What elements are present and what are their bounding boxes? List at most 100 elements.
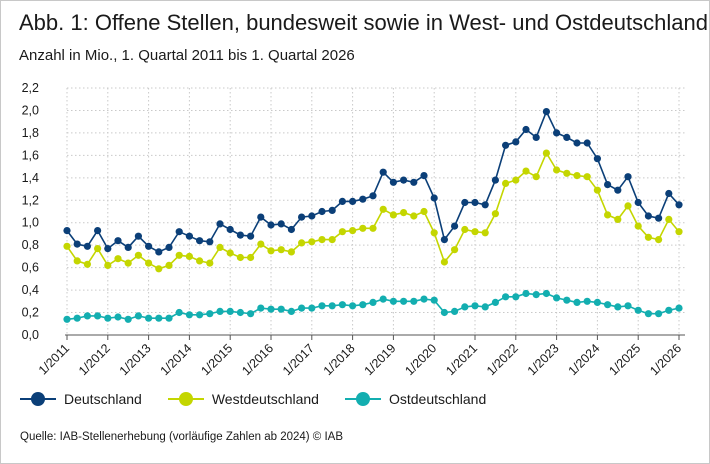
- x-tick-label: 1/2018: [321, 341, 358, 378]
- data-point-westdeutschland: [644, 233, 653, 241]
- data-point-westdeutschland: [318, 236, 326, 244]
- data-point-deutschland: [104, 245, 112, 253]
- data-point-ostdeutschland: [512, 293, 520, 301]
- data-point-ostdeutschland: [359, 301, 367, 309]
- data-point-westdeutschland: [165, 261, 173, 269]
- data-point-westdeutschland: [440, 258, 448, 266]
- data-point-ostdeutschland: [124, 315, 132, 323]
- legend-label-westdeutschland: Westdeutschland: [211, 391, 319, 407]
- x-tick-label: 1/2012: [76, 341, 113, 378]
- data-point-westdeutschland: [155, 265, 163, 273]
- data-point-ostdeutschland: [298, 304, 306, 312]
- data-point-westdeutschland: [430, 229, 438, 237]
- data-point-ostdeutschland: [634, 306, 642, 314]
- data-point-westdeutschland: [257, 240, 265, 248]
- data-point-deutschland: [73, 240, 81, 248]
- data-point-westdeutschland: [655, 236, 663, 244]
- legend-marker-westdeutschland: [167, 392, 204, 406]
- data-point-westdeutschland: [216, 243, 224, 251]
- data-point-ostdeutschland: [614, 303, 622, 311]
- data-point-deutschland: [134, 232, 142, 240]
- data-point-deutschland: [583, 139, 591, 147]
- x-tick-label: 1/2025: [606, 341, 643, 378]
- data-point-ostdeutschland: [563, 296, 571, 304]
- data-point-ostdeutschland: [461, 303, 469, 311]
- data-point-ostdeutschland: [420, 295, 428, 303]
- data-point-ostdeutschland: [644, 310, 653, 318]
- data-point-ostdeutschland: [502, 293, 510, 301]
- data-point-deutschland: [400, 176, 408, 184]
- data-point-deutschland: [420, 172, 428, 180]
- data-point-westdeutschland: [349, 227, 357, 235]
- data-point-ostdeutschland: [318, 302, 326, 310]
- data-point-deutschland: [349, 197, 357, 205]
- data-point-ostdeutschland: [267, 305, 275, 313]
- legend-item-ostdeutschland: Ostdeutschland: [344, 391, 486, 407]
- data-point-westdeutschland: [471, 228, 479, 236]
- data-point-westdeutschland: [94, 245, 102, 253]
- data-point-ostdeutschland: [410, 297, 418, 305]
- data-point-westdeutschland: [134, 251, 142, 259]
- data-point-ostdeutschland: [532, 291, 540, 299]
- data-point-ostdeutschland: [257, 304, 265, 312]
- data-point-deutschland: [512, 138, 520, 146]
- data-point-westdeutschland: [502, 179, 510, 187]
- data-point-westdeutschland: [481, 229, 489, 237]
- data-point-westdeutschland: [206, 259, 214, 267]
- data-point-ostdeutschland: [277, 305, 285, 313]
- data-point-ostdeutschland: [155, 314, 163, 322]
- data-point-deutschland: [532, 133, 540, 141]
- data-point-deutschland: [634, 198, 642, 207]
- data-point-westdeutschland: [236, 253, 244, 262]
- data-point-westdeutschland: [665, 215, 673, 223]
- data-point-westdeutschland: [63, 242, 71, 250]
- data-point-ostdeutschland: [471, 302, 479, 310]
- legend-label-deutschland: Deutschland: [64, 391, 142, 407]
- data-point-ostdeutschland: [389, 297, 397, 305]
- data-point-ostdeutschland: [236, 308, 244, 317]
- data-point-ostdeutschland: [134, 312, 142, 320]
- data-point-ostdeutschland: [175, 308, 183, 317]
- data-point-deutschland: [185, 232, 193, 240]
- data-point-westdeutschland: [83, 260, 91, 268]
- data-point-westdeutschland: [420, 207, 428, 216]
- y-tick-label: 1,0: [22, 216, 39, 230]
- data-point-westdeutschland: [308, 238, 316, 246]
- data-point-deutschland: [604, 181, 612, 189]
- y-tick-label: 0,6: [22, 261, 39, 275]
- data-point-ostdeutschland: [63, 315, 71, 323]
- data-point-ostdeutschland: [542, 289, 551, 298]
- data-point-ostdeutschland: [185, 311, 193, 319]
- data-point-deutschland: [287, 225, 295, 234]
- series-westdeutschland: [63, 149, 683, 273]
- data-point-westdeutschland: [73, 257, 81, 265]
- data-point-ostdeutschland: [287, 307, 295, 315]
- y-tick-label: 2,2: [22, 81, 39, 95]
- data-point-ostdeutschland: [104, 314, 112, 322]
- data-point-ostdeutschland: [145, 314, 153, 322]
- data-point-ostdeutschland: [400, 297, 408, 305]
- x-tick-label: 1/2014: [158, 341, 195, 378]
- y-tick-label: 0,8: [22, 238, 39, 252]
- data-point-ostdeutschland: [665, 306, 673, 314]
- data-point-westdeutschland: [389, 211, 397, 219]
- data-point-westdeutschland: [175, 251, 183, 259]
- data-point-westdeutschland: [226, 249, 234, 257]
- data-point-deutschland: [644, 212, 653, 220]
- x-tick-label: 1/2019: [362, 341, 399, 378]
- data-point-ostdeutschland: [216, 307, 224, 315]
- data-point-westdeutschland: [624, 202, 632, 210]
- data-point-ostdeutschland: [553, 294, 561, 302]
- data-point-westdeutschland: [542, 149, 551, 157]
- data-point-deutschland: [522, 125, 530, 134]
- data-point-deutschland: [277, 220, 285, 228]
- data-point-westdeutschland: [532, 173, 540, 181]
- y-axis-tick-labels: 0,0 0,2 0,4 0,6 0,8 1,0 1,2 1,4 1,6 1,8 2,0 2,2: [22, 81, 39, 342]
- series-group: [63, 108, 683, 323]
- data-point-ostdeutschland: [349, 302, 357, 310]
- data-point-westdeutschland: [328, 236, 336, 244]
- data-point-westdeutschland: [287, 248, 295, 256]
- data-point-westdeutschland: [196, 257, 204, 265]
- data-point-deutschland: [175, 228, 183, 236]
- data-point-deutschland: [410, 178, 418, 186]
